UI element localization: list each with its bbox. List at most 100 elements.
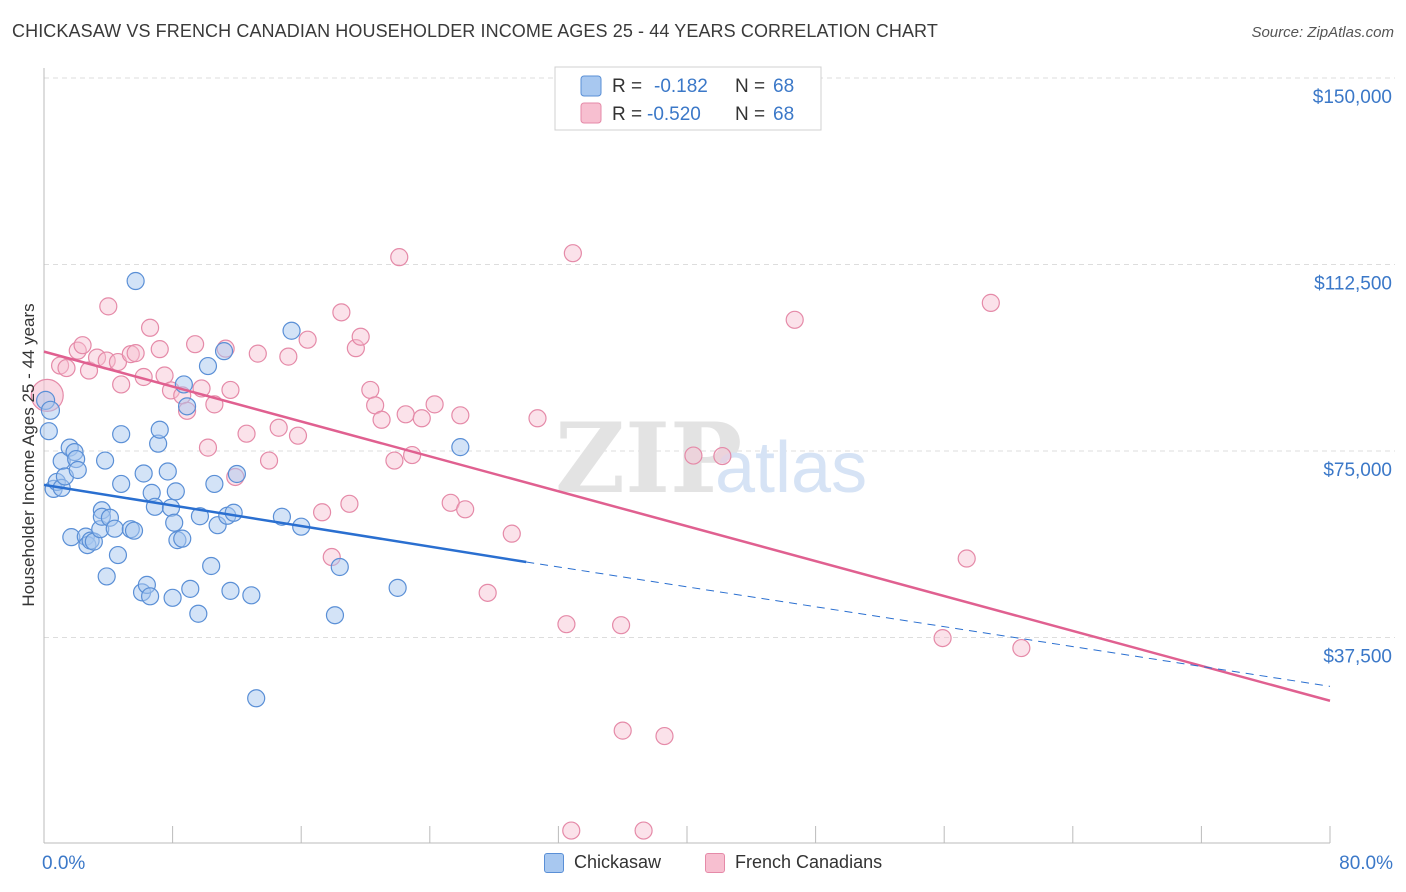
french-canadians-point — [279, 347, 298, 366]
chickasaw-point — [150, 420, 169, 439]
legend-swatch-french-canadians — [580, 102, 602, 124]
legend-swatch-french-canadians — [705, 852, 725, 873]
french-canadians-point — [99, 297, 118, 316]
french-canadians-point — [269, 418, 288, 437]
legend-n-value: 68 — [773, 104, 794, 125]
chickasaw-point — [161, 498, 181, 517]
french-canadians-point — [785, 310, 804, 329]
french-canadians-point — [340, 494, 359, 513]
chickasaw-point — [68, 460, 87, 480]
french-canadians-point — [312, 503, 332, 522]
french-canadians-point — [655, 726, 674, 746]
french-canadians-point — [451, 406, 470, 425]
french-canadians-trend-line — [43, 350, 1331, 702]
french-canadians-point — [186, 335, 205, 354]
french-canadians-point — [1012, 638, 1031, 658]
chickasaw-trend-line — [43, 483, 527, 564]
french-canadians-point — [288, 426, 308, 445]
chickasaw-point — [140, 587, 160, 606]
legend-swatch-chickasaw — [544, 852, 564, 873]
french-canadians-point — [425, 395, 444, 414]
chickasaw-point — [163, 588, 182, 607]
legend-r-label: R = — [612, 104, 642, 125]
axes-layer — [43, 68, 1331, 844]
french-canadians-point — [634, 821, 653, 840]
chickasaw-point — [282, 321, 301, 340]
legend-n-label: N = — [735, 76, 765, 97]
legend-swatch-chickasaw — [580, 75, 602, 97]
french-canadians-point — [563, 244, 582, 263]
chickasaw-point — [112, 474, 131, 494]
chickasaw-point — [221, 581, 240, 600]
legend-item-chickasaw: Chickasaw — [544, 852, 661, 873]
french-canadians-point — [248, 344, 267, 363]
legend-n-value: 68 — [773, 76, 794, 97]
french-canadians-point — [611, 616, 631, 635]
chickasaw-point — [190, 507, 210, 526]
chickasaw-point — [202, 556, 221, 576]
french-canadians-point — [385, 451, 404, 470]
french-canadians-point — [412, 409, 431, 428]
chickasaw-point — [242, 586, 261, 605]
legend-bottom: Chickasaw French Canadians — [0, 852, 1406, 878]
french-canadians-point — [140, 318, 160, 337]
watermark: ZIP atlas — [555, 402, 867, 515]
french-canadians-point — [933, 628, 952, 648]
chickasaw-point — [198, 356, 218, 376]
french-canadians-point — [361, 380, 380, 400]
french-canadians-point — [713, 446, 732, 466]
french-canadians-point — [528, 409, 547, 428]
chickasaw-point — [39, 422, 58, 441]
chickasaw-point — [112, 425, 131, 444]
chickasaw-point — [40, 400, 61, 420]
chickasaw-point — [165, 513, 184, 532]
chickasaw-point — [158, 462, 177, 481]
legend-n-label: N = — [735, 104, 765, 125]
grid-layer — [44, 77, 1395, 638]
chickasaw-point — [95, 451, 115, 470]
french-canadians-point — [346, 339, 365, 358]
y-tick-label-1: $75,000 — [1323, 460, 1392, 481]
chickasaw-point — [108, 545, 128, 565]
x-tick-label-1: 80.0% — [1339, 853, 1393, 874]
french-canadians-point — [332, 303, 351, 322]
x-tick-label-0: 0.0% — [42, 853, 85, 874]
chickasaw-point — [126, 271, 145, 291]
x-tick-labels: 0.0% 80.0% — [42, 853, 1393, 874]
chickasaw-point — [214, 342, 234, 361]
french-canadians-point — [57, 358, 76, 378]
chickasaw-point — [97, 567, 116, 586]
french-canadians-point — [372, 410, 391, 429]
french-canadians-point — [478, 583, 497, 602]
chickasaw-point — [224, 503, 243, 522]
french-canadians-point — [68, 341, 87, 360]
chickasaw-point — [166, 482, 185, 501]
y-tick-label-2: $112,500 — [1314, 274, 1392, 295]
french-canadians-point — [112, 375, 131, 394]
chickasaw-point — [189, 604, 208, 623]
chickasaw-point — [124, 521, 144, 540]
y-tick-label-0: $37,500 — [1323, 647, 1392, 668]
french-canadians-point — [456, 500, 475, 519]
chickasaw-point — [134, 464, 153, 483]
chickasaw-points — [36, 271, 470, 708]
chickasaw-point — [388, 578, 407, 597]
french-canadians-point — [557, 615, 576, 634]
legend-label-french-canadians: French Canadians — [735, 852, 883, 872]
french-canadians-point — [684, 446, 703, 465]
chickasaw-trend-extension — [526, 561, 1331, 687]
french-canadians-point — [298, 330, 317, 349]
french-canadians-point — [126, 344, 145, 363]
chart-title: CHICKASAW VS FRENCH CANADIAN HOUSEHOLDER… — [12, 21, 938, 41]
french-canadians-point — [981, 293, 1000, 312]
chickasaw-point — [173, 529, 192, 548]
chickasaw-point — [272, 507, 292, 526]
french-canadians-point — [613, 721, 632, 740]
chickasaw-point — [325, 606, 345, 625]
legend-r-value: -0.182 — [654, 76, 708, 97]
chickasaw-point — [330, 557, 349, 577]
chickasaw-point — [205, 474, 224, 494]
french-canadians-point — [390, 248, 409, 267]
legend-item-french-canadians: French Canadians — [705, 852, 882, 873]
